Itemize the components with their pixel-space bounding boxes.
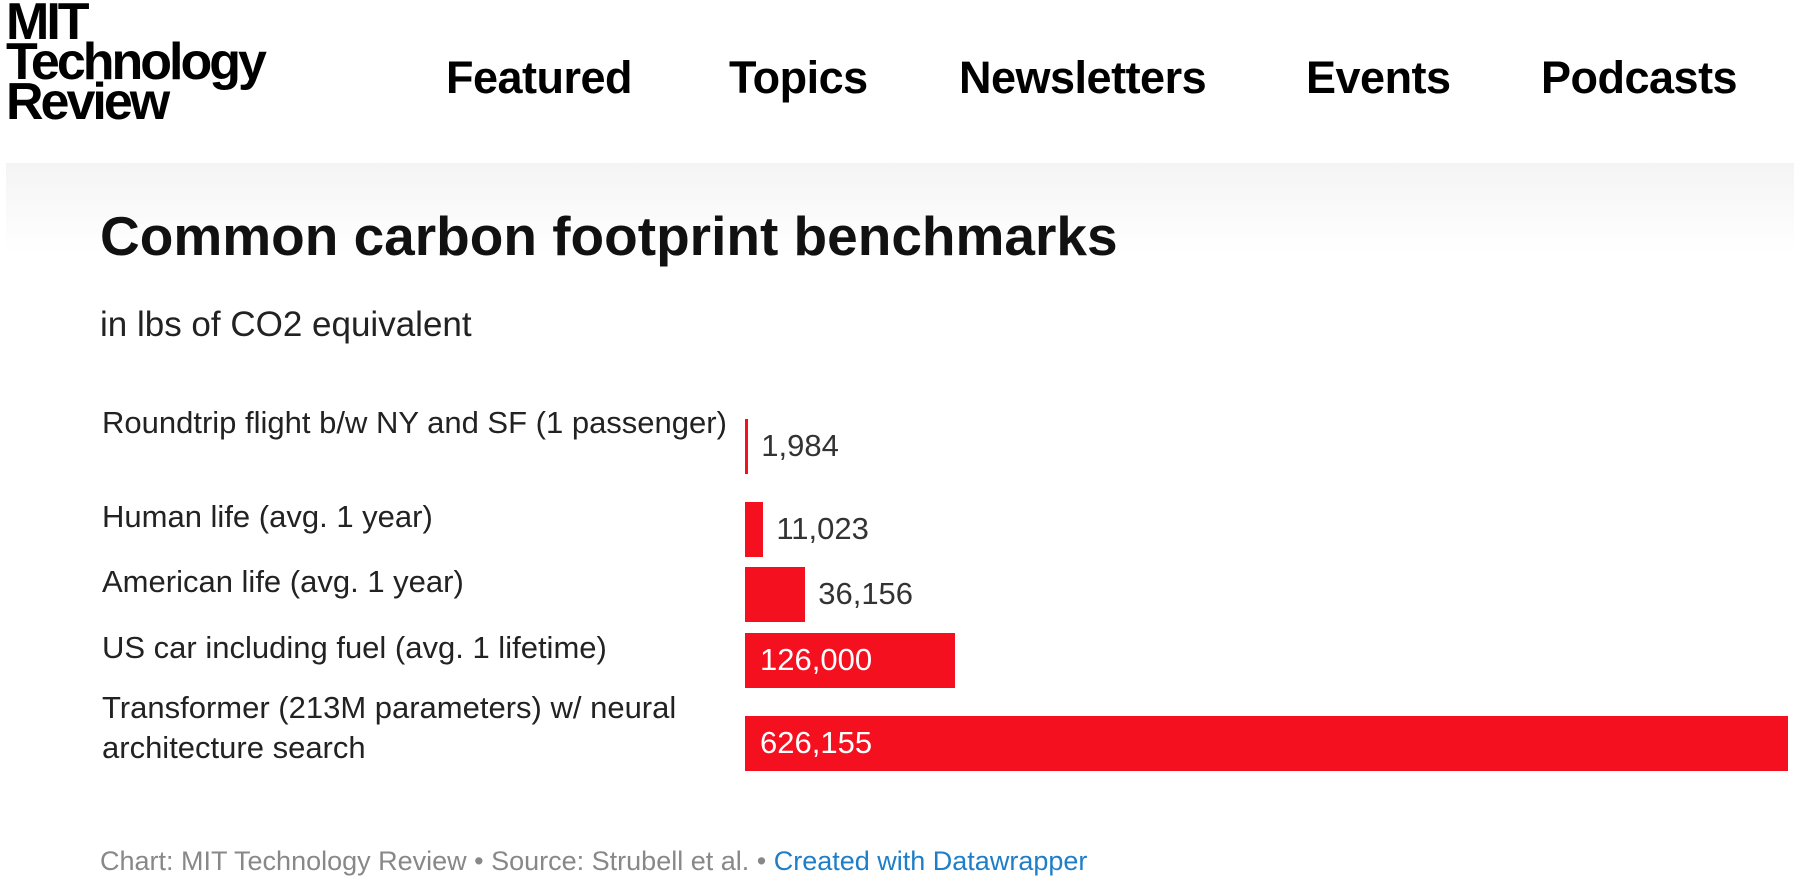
nav-featured[interactable]: Featured: [446, 52, 633, 103]
row-label-us-car: US car including fuel (avg. 1 lifetime): [102, 630, 607, 665]
nav-events[interactable]: Events: [1306, 52, 1451, 103]
value-label-american-life: 36,156: [818, 576, 914, 611]
site-header: MIT Technology Review Featured Topics Ne…: [0, 0, 1794, 163]
chart-title: Common carbon footprint benchmarks: [100, 205, 1118, 267]
chart-footer: Chart: MIT Technology Review • Source: S…: [100, 843, 1087, 879]
chart-container: Common carbon footprint benchmarks in lb…: [6, 163, 1794, 892]
logo-line-3: Review: [6, 73, 170, 131]
row-label-transformer: Transformer (213M parameters) w/ neural …: [102, 690, 677, 765]
value-label-human-life: 11,023: [776, 511, 869, 546]
row-label-american-life: American life (avg. 1 year): [102, 564, 464, 599]
bar-flight: [745, 418, 749, 474]
bar-american-life: [745, 566, 806, 622]
bar-us-car: [745, 632, 955, 688]
bar-transformer: [745, 715, 1788, 771]
bar-human-life: [745, 501, 764, 557]
datawrapper-link[interactable]: Created with Datawrapper: [773, 846, 1088, 876]
value-label-us-car: 126,000: [760, 642, 873, 677]
row-label-flight: Roundtrip flight b/w NY and SF (1 passen…: [102, 405, 727, 440]
nav-topics[interactable]: Topics: [729, 52, 868, 103]
logo-line-1: MIT: [6, 0, 90, 51]
mit-technology-review-logo[interactable]: MIT Technology Review: [6, 0, 306, 131]
footer-credit: Chart: MIT Technology Review • Source: S…: [100, 846, 774, 876]
value-label-flight: 1,984: [761, 428, 839, 463]
chart-subtitle: in lbs of CO2 equivalent: [100, 305, 472, 344]
row-label-human-life: Human life (avg. 1 year): [102, 499, 433, 534]
value-label-transformer: 626,155: [760, 725, 873, 760]
nav-podcasts[interactable]: Podcasts: [1541, 52, 1738, 103]
logo-line-2: Technology: [6, 33, 267, 91]
nav-newsletters[interactable]: Newsletters: [959, 52, 1207, 103]
